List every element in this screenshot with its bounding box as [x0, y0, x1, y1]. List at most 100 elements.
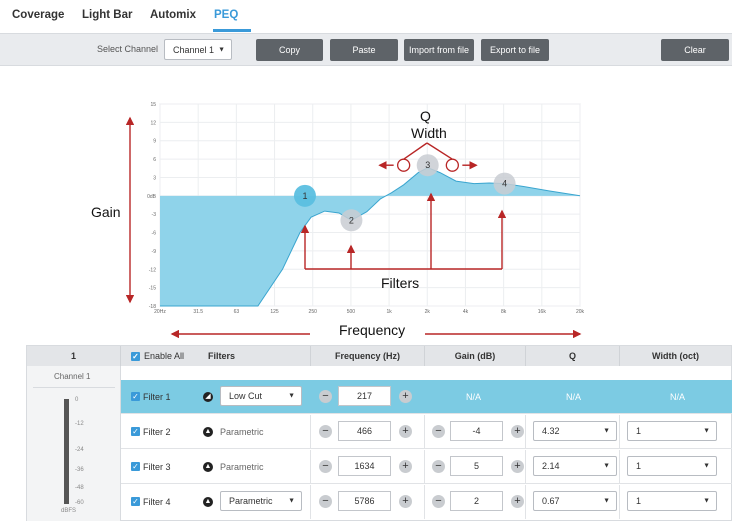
freq-decrement-button[interactable]: − [319, 425, 332, 438]
filter-2-q-select[interactable]: 4.32 ▼ [533, 421, 617, 441]
gain-decrement-button[interactable]: − [432, 460, 445, 473]
channel-meter-panel: Channel 1 0 -12 -24 -36 -48 -60 dBFS [27, 366, 121, 521]
tab-automix[interactable]: Automix [150, 9, 196, 21]
filter-node-handle [293, 184, 316, 207]
freq-increment-button[interactable]: + [399, 390, 412, 403]
filter-3-gain-input[interactable]: 5 [450, 456, 503, 476]
tab-peq[interactable]: PEQ [214, 9, 239, 21]
filter-4-label: Filter 4 [143, 497, 171, 507]
filter-4-type-select[interactable]: Parametric ▼ [220, 491, 302, 511]
channel-select[interactable]: Channel 1 ▼ [164, 39, 232, 60]
filter-row-3[interactable]: ✓ Filter 3 ▲ Parametric − 1634 + − 5 + 2… [121, 450, 732, 484]
caret-down-icon: ▼ [288, 392, 295, 400]
gain-decrement-button[interactable]: − [432, 495, 445, 508]
filter-node-3[interactable]: 3 [416, 154, 439, 177]
filter-3-width-select[interactable]: 1 ▼ [627, 456, 717, 476]
filter-nodes: 1 2 3 4 [293, 154, 516, 232]
width-header: Width (oct) [620, 346, 731, 366]
filter-2-frequency-input[interactable]: 466 [338, 421, 391, 441]
filter-4-width-select[interactable]: 1 ▼ [627, 491, 717, 511]
filter-node-4[interactable]: 4 [493, 172, 516, 195]
filter-1-type-select[interactable]: Low Cut ▼ [220, 386, 302, 406]
width-annotation: Width [411, 125, 447, 141]
x-tick-labels: 20Hz 31.5 63 125 250 500 1k 2k 4k 8k 16k 20k [154, 309, 584, 315]
filter-2-width-select[interactable]: 1 ▼ [627, 421, 717, 441]
gain-increment-button[interactable]: + [511, 495, 524, 508]
filter-3-q-select[interactable]: 2.14 ▼ [533, 456, 617, 476]
enable-all-header[interactable]: ✓ Enable All Filters [121, 346, 311, 366]
x-tick-label: 31.5 [193, 309, 203, 315]
import-from-file-button[interactable]: Import from file [404, 39, 474, 61]
caret-down-icon: ▼ [288, 497, 295, 505]
filter-node-label: 4 [502, 179, 507, 189]
enable-all-label: Enable All [144, 351, 185, 361]
parametric-icon: ▲ [203, 497, 213, 507]
filter-node-label: 1 [302, 191, 307, 201]
y-tick-labels: 15 12 9 6 3 0dB -3 -6 -9 -12 -15 -18 [147, 102, 157, 310]
filter-row-1[interactable]: ✓ Filter 1 ◢ Low Cut ▼ − 217 + N/A N/A N… [121, 380, 732, 414]
meter-tick: -60 [75, 500, 84, 506]
frequency-annotation: Frequency [339, 322, 406, 338]
gain-increment-button[interactable]: + [511, 425, 524, 438]
caret-down-icon: ▼ [603, 497, 610, 505]
divider [33, 387, 115, 388]
freq-increment-button[interactable]: + [399, 460, 412, 473]
filter-3-checkbox[interactable]: ✓ [131, 462, 140, 471]
tab-light-bar[interactable]: Light Bar [82, 9, 133, 21]
filter-2-label: Filter 2 [143, 427, 171, 437]
filter-4-frequency-input[interactable]: 5786 [338, 491, 391, 511]
gain-increment-button[interactable]: + [511, 460, 524, 473]
filter-3-label: Filter 3 [143, 462, 171, 472]
filter-node-1[interactable]: 1 [293, 184, 316, 207]
filter-4-width-value: 1 [636, 496, 642, 506]
filter-4-q-select[interactable]: 0.67 ▼ [533, 491, 617, 511]
x-tick-label: 8k [501, 309, 507, 315]
q-annotation: Q [420, 108, 431, 124]
x-tick-label: 500 [347, 309, 356, 315]
filter-2-width-value: 1 [636, 426, 642, 436]
meter-tick: -36 [75, 467, 84, 473]
caret-down-icon: ▼ [703, 462, 710, 470]
filter-row-4[interactable]: ✓ Filter 4 ▲ Parametric ▼ − 5786 + − 2 +… [121, 485, 732, 519]
gain-decrement-button[interactable]: − [432, 425, 445, 438]
filter-3-frequency-input[interactable]: 1634 [338, 456, 391, 476]
clear-button[interactable]: Clear [661, 39, 729, 61]
q-header: Q [526, 346, 620, 366]
filter-2-gain-input[interactable]: -4 [450, 421, 503, 441]
meter-unit: dBFS [61, 508, 77, 514]
filter-4-checkbox[interactable]: ✓ [131, 497, 140, 506]
q-handle-right [445, 158, 459, 172]
annotation-arrows [125, 116, 582, 339]
channel-select-value: Channel 1 [173, 44, 215, 55]
tab-coverage[interactable]: Coverage [12, 9, 65, 21]
filter-1-frequency-input[interactable]: 217 [338, 386, 391, 406]
filter-1-label: Filter 1 [143, 392, 171, 402]
filter-row-2[interactable]: ✓ Filter 2 ▲ Parametric − 466 + − -4 + 4… [121, 415, 732, 449]
filter-3-type: Parametric [220, 462, 264, 472]
freq-increment-button[interactable]: + [399, 495, 412, 508]
filter-2-checkbox[interactable]: ✓ [131, 427, 140, 436]
filter-1-checkbox[interactable]: ✓ [131, 392, 140, 401]
filter-2-q-value: 4.32 [542, 426, 560, 436]
copy-button[interactable]: Copy [256, 39, 323, 61]
q-handle-left [397, 158, 411, 172]
x-tick-label: 4k [463, 309, 469, 315]
filter-node-2[interactable]: 2 [340, 209, 363, 232]
export-to-file-button[interactable]: Export to file [481, 39, 549, 61]
eq-response-area [160, 167, 580, 306]
meter-tick: -48 [75, 485, 84, 491]
channel-number-header: 1 [27, 346, 121, 366]
paste-button[interactable]: Paste [330, 39, 398, 61]
filter-4-gain-input[interactable]: 2 [450, 491, 503, 511]
freq-decrement-button[interactable]: − [319, 460, 332, 473]
freq-decrement-button[interactable]: − [319, 495, 332, 508]
frequency-header: Frequency (Hz) [311, 346, 425, 366]
y-tick-label: 3 [153, 175, 156, 181]
enable-all-checkbox[interactable]: ✓ [131, 351, 140, 361]
caret-down-icon: ▼ [218, 46, 225, 53]
q-line-left [403, 142, 428, 160]
freq-increment-button[interactable]: + [399, 425, 412, 438]
freq-decrement-button[interactable]: − [319, 390, 332, 403]
filter-node-handle [493, 172, 516, 195]
